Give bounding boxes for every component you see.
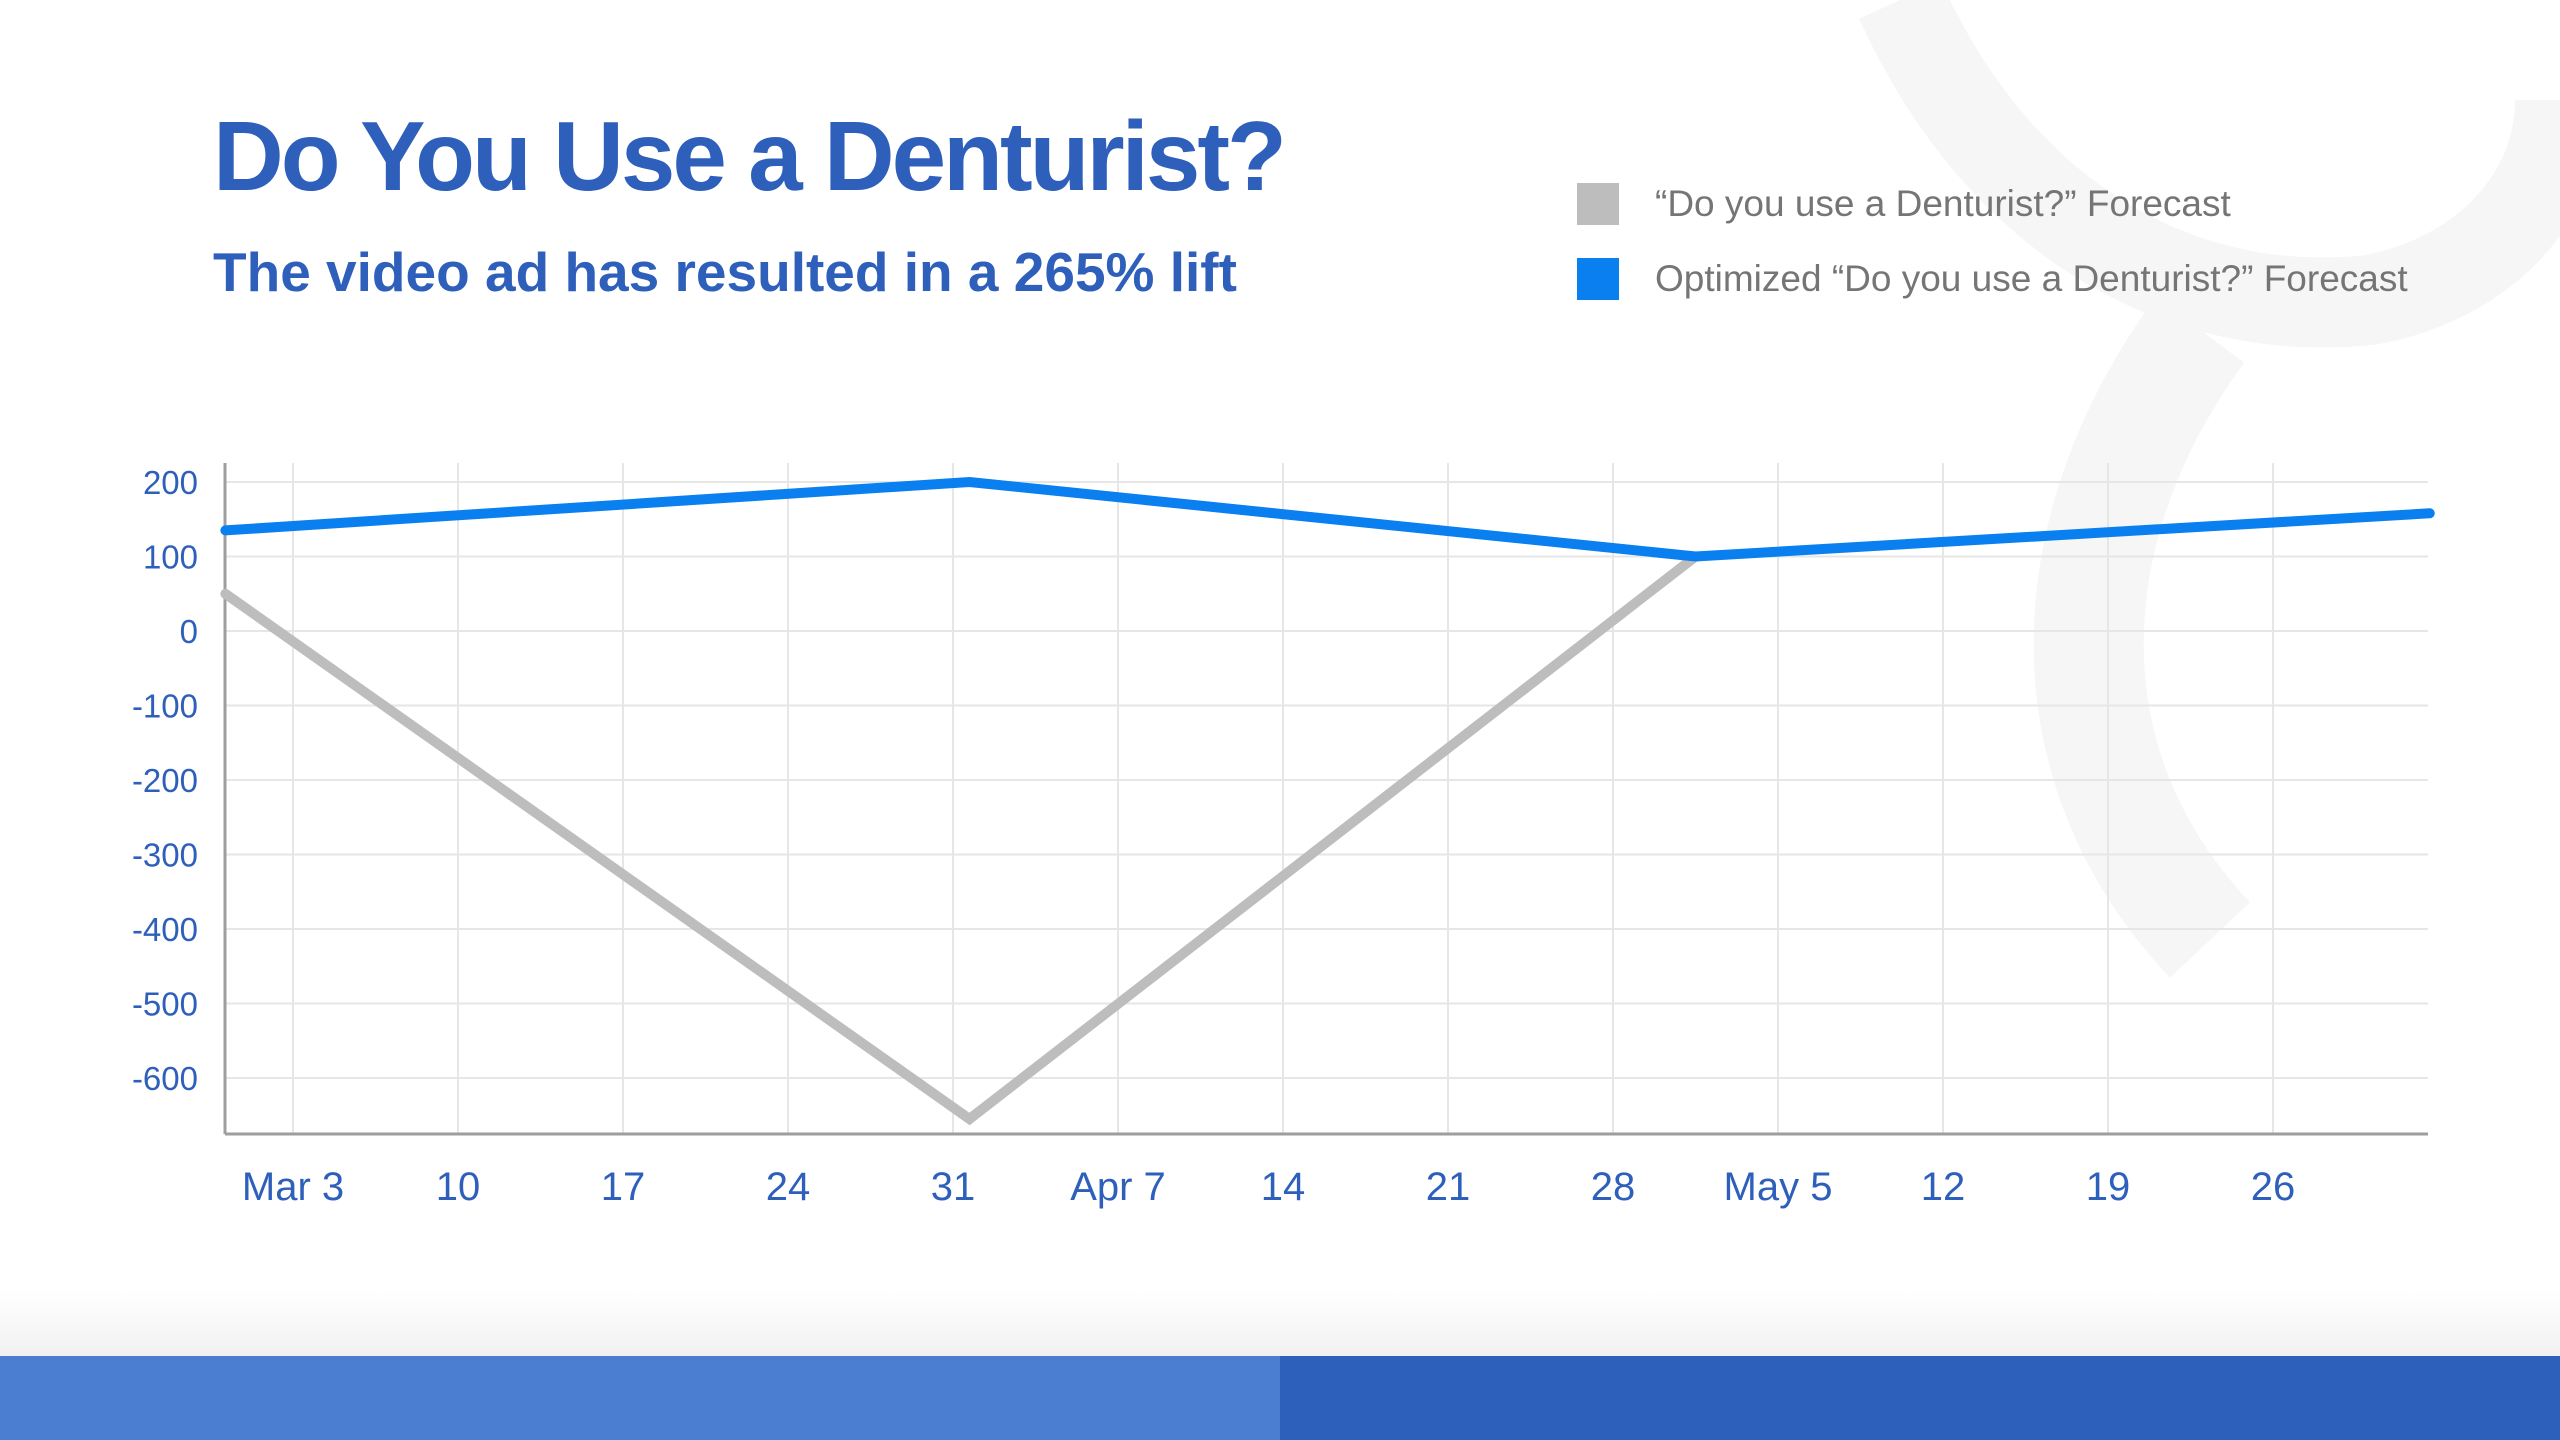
x-tick-label: 24: [766, 1165, 811, 1209]
y-tick-label: -200: [132, 762, 198, 799]
legend-label-optimized: Optimized “Do you use a Denturist?” Fore…: [1655, 258, 2408, 299]
x-tick-label: 17: [601, 1165, 646, 1209]
series-line-forecast: [220, 551, 1701, 1126]
y-tick-label: 0: [180, 613, 198, 650]
x-tick-label: 28: [1591, 1165, 1636, 1209]
legend-swatch-forecast: [1577, 183, 1619, 225]
x-tick-label: Apr 7: [1070, 1165, 1166, 1209]
x-tick-label: 19: [2086, 1165, 2131, 1209]
y-tick-label: 200: [143, 464, 198, 501]
page-title: Do You Use a Denturist?: [213, 101, 1287, 211]
y-tick-label: -100: [132, 688, 198, 725]
legend-item-forecast: “Do you use a Denturist?” Forecast: [1577, 180, 2408, 228]
footer-bar-left: [0, 1356, 1280, 1440]
y-tick-label: -500: [132, 986, 198, 1023]
legend-label-forecast: “Do you use a Denturist?” Forecast: [1655, 183, 2231, 224]
x-tick-label: 21: [1426, 1165, 1471, 1209]
page-subtitle: The video ad has resulted in a 265% lift: [213, 241, 1237, 303]
x-tick-label: 14: [1261, 1165, 1306, 1209]
legend-item-optimized: Optimized “Do you use a Denturist?” Fore…: [1577, 255, 2408, 303]
x-tick-label: May 5: [1724, 1165, 1833, 1209]
footer-bar-right: [1280, 1356, 2560, 1440]
legend-swatch-optimized: [1577, 258, 1619, 300]
chart-legend: “Do you use a Denturist?” Forecast Optim…: [1577, 180, 2408, 330]
x-tick-label: 31: [931, 1165, 976, 1209]
x-tick-label: Mar 3: [242, 1165, 344, 1209]
x-tick-label: 12: [1921, 1165, 1966, 1209]
series-line-optimized: [220, 476, 2435, 562]
y-tick-label: -300: [132, 837, 198, 874]
x-tick-label: 26: [2251, 1165, 2296, 1209]
y-tick-label: -600: [132, 1060, 198, 1097]
footer-shadow: [0, 1290, 2560, 1356]
y-tick-label: 100: [143, 539, 198, 576]
y-tick-label: -400: [132, 911, 198, 948]
x-tick-label: 10: [436, 1165, 481, 1209]
